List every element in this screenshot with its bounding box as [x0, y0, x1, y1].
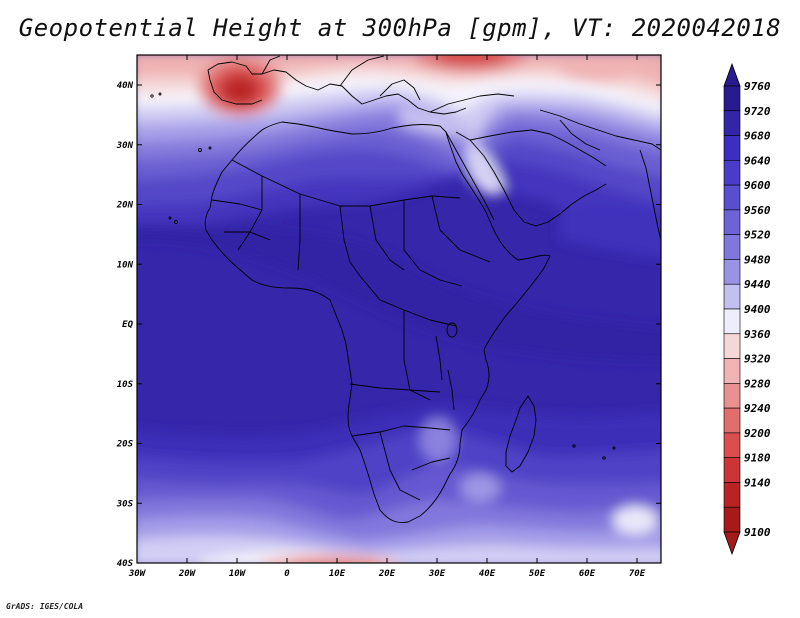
colorbar-swatch — [723, 482, 741, 508]
map-title: Geopotential Height at 300hPa [gpm], VT:… — [18, 14, 782, 42]
colorbar-swatch — [723, 457, 741, 483]
colorbar-label: 9760 — [744, 80, 771, 93]
lon-label: 40E — [479, 569, 496, 579]
colorbar-label: 9100 — [744, 526, 771, 539]
colorbar-swatch — [723, 383, 741, 409]
colorbar-swatch — [723, 85, 741, 112]
grads-credit: GrADS: IGES/COLA — [6, 602, 84, 611]
colorbar-swatch — [723, 283, 741, 310]
colorbar-label: 9640 — [744, 154, 771, 167]
colorbar-min-arrow — [723, 531, 741, 556]
colorbar-label: 9440 — [744, 278, 771, 291]
colorbar-label: 9680 — [744, 130, 771, 143]
colorbar-label: 9520 — [744, 229, 771, 242]
lon-label: 30E — [428, 569, 446, 579]
colorbar-label: 9240 — [744, 402, 771, 415]
colorbar-label: 9360 — [744, 328, 771, 341]
lat-label: 20N — [116, 201, 134, 211]
lon-label: 0 — [284, 569, 290, 579]
colorbar-swatch — [723, 135, 741, 161]
lon-label: 70E — [629, 569, 646, 579]
lat-label: 40S — [117, 559, 134, 569]
colorbar-label: 9480 — [744, 253, 771, 266]
colorbar-swatch — [723, 209, 741, 235]
colorbar-label: 9720 — [744, 105, 771, 118]
lon-label: 20E — [378, 569, 396, 579]
lon-label: 30W — [128, 569, 147, 579]
colorbar-label: 9200 — [744, 427, 771, 440]
colorbar-swatch — [723, 407, 741, 434]
colorbar-label: 9560 — [744, 204, 771, 217]
colorbar-max-arrow — [723, 62, 741, 87]
colorbar-swatch — [723, 234, 741, 260]
lon-label: 20W — [178, 569, 197, 579]
colorbar-swatch — [723, 160, 741, 186]
latitude-axis: 40N 30N 20N 10N EQ 10S 20S 30S 40S — [116, 81, 661, 569]
lon-label: 50E — [529, 569, 546, 579]
lat-label: 30N — [116, 141, 134, 151]
longitude-axis: 30W 20W 10W 0 10E 20E 30E 40E 50E 60E 70E — [128, 55, 646, 579]
colorbar-swatch — [723, 506, 741, 533]
colorbar-swatch — [723, 259, 741, 285]
lat-label: 40N — [117, 81, 134, 91]
colorbar-label: 9140 — [744, 476, 771, 489]
lon-label: 10E — [329, 569, 346, 579]
height-field — [137, 55, 661, 563]
lat-label: 30S — [116, 499, 134, 509]
colorbar-swatch — [723, 184, 741, 211]
coastlines — [150, 55, 661, 523]
lat-label: EQ — [122, 320, 133, 330]
lat-label: 10S — [117, 380, 134, 390]
lon-label: 10W — [229, 569, 247, 579]
colorbar-swatch — [723, 110, 741, 136]
lat-label: 10N — [117, 260, 134, 270]
lon-label: 60E — [579, 569, 596, 579]
colorbar-swatch — [723, 358, 741, 384]
colorbar-swatch — [723, 432, 741, 458]
colorbar-label: 9600 — [744, 179, 771, 192]
colorbar-label: 9280 — [744, 377, 771, 390]
colorbar: 9760 9720 9680 9640 9600 9560 9520 9480 9440 9400… — [723, 62, 771, 556]
lat-label: 20S — [116, 440, 134, 450]
colorbar-label: 9400 — [744, 303, 771, 316]
colorbar-swatch — [723, 308, 741, 335]
plot-frame — [136, 54, 662, 564]
colorbar-label: 9180 — [744, 452, 771, 465]
colorbar-label: 9320 — [744, 353, 771, 366]
colorbar-swatch — [723, 333, 741, 359]
